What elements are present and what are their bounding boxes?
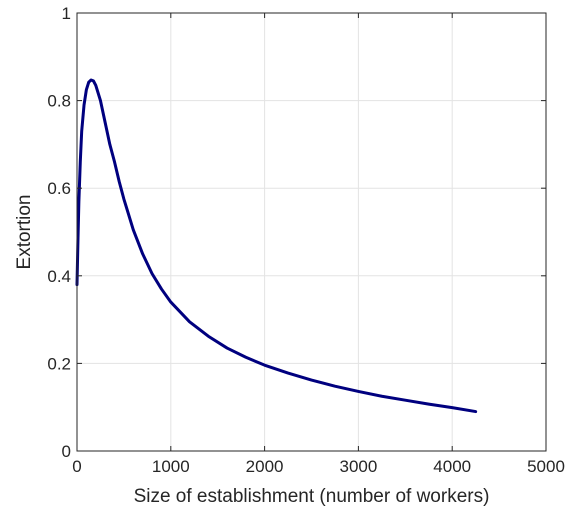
y-axis-label: Extortion xyxy=(14,195,35,270)
extortion-series-line xyxy=(75,78,478,414)
x-tick-label: 5000 xyxy=(527,457,565,476)
x-tick-label: 4000 xyxy=(433,457,471,476)
y-tick-label: 0 xyxy=(62,442,71,461)
axis-ticks: 0 1000 2000 3000 4000 5000 0 0.2 0.4 0.6 0.8 1 xyxy=(47,4,565,476)
y-tick-label: 0.8 xyxy=(47,92,71,111)
x-axis-label: Size of establishment (number of workers… xyxy=(134,486,490,507)
x-tick-label: 3000 xyxy=(339,457,377,476)
grid-lines xyxy=(77,13,546,451)
y-tick-label: 1 xyxy=(62,4,71,23)
x-tick-label: 1000 xyxy=(152,457,190,476)
y-tick-label: 0.4 xyxy=(47,267,71,286)
series-layer xyxy=(75,78,478,414)
y-tick-label: 0.2 xyxy=(47,354,71,373)
plot-frame xyxy=(76,12,547,452)
y-tick-label: 0.6 xyxy=(47,179,71,198)
x-tick-label: 2000 xyxy=(246,457,284,476)
x-tick-label: 0 xyxy=(72,457,81,476)
